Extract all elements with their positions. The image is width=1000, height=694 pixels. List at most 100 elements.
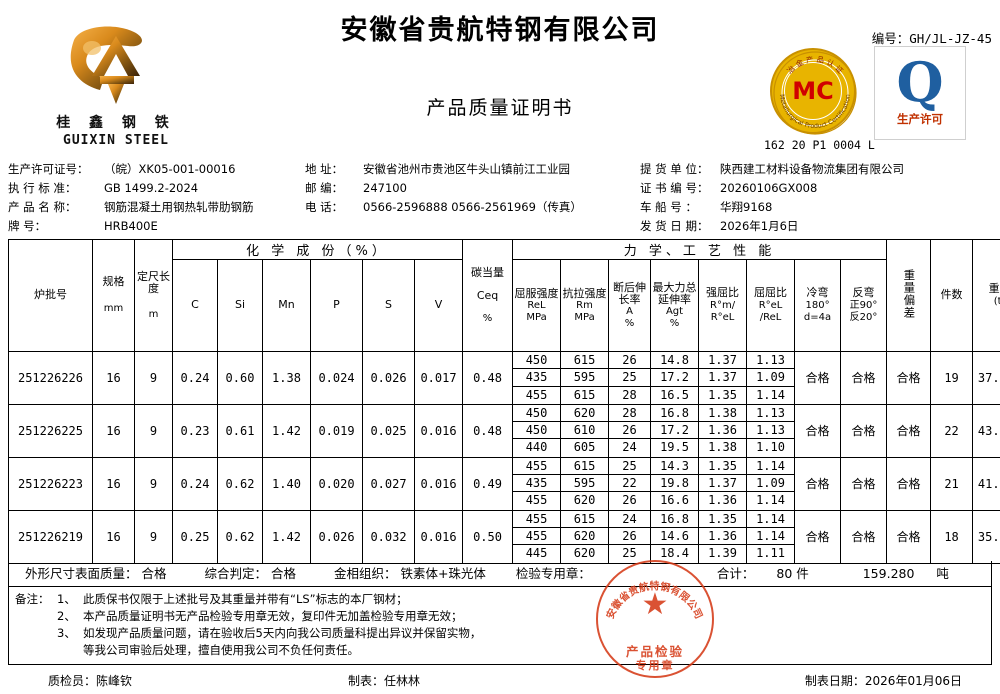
th-rebend-l1: 正90° <box>849 300 878 312</box>
mech-sample-value: 595 <box>561 475 609 493</box>
info-row-address: 地 址： 安徽省池州市贵池区牛头山镇前江工业园 <box>305 160 635 179</box>
table-group-header-row: 炉批号 规格 mm 定尺长度 m 化 学 成 份（%） 碳当量 Ceq % 力 … <box>8 239 1000 352</box>
cell-weight-deviation: 合格 <box>886 456 932 511</box>
mech-sample-value: 1.38 <box>699 405 747 423</box>
cell-v: 0.016 <box>413 509 464 564</box>
cell-weight: 41.811 <box>972 456 1000 511</box>
table-row: 251226226 16 9 0.24 0.60 1.38 0.024 0.026 0.017 0… <box>8 351 1000 405</box>
quality-data-table: 炉批号 规格 mm 定尺长度 m 化 学 成 份（%） 碳当量 Ceq % 力 … <box>8 239 1000 564</box>
info-row-postcode: 邮 编： 247100 <box>305 179 635 198</box>
mech-sample-value: 26 <box>609 352 651 370</box>
cell-cold-bend: 合格 <box>794 403 842 458</box>
mech-sample-value: 17.2 <box>651 369 699 387</box>
cell-c: 0.23 <box>172 403 218 458</box>
label-postcode: 邮 编： <box>305 181 344 195</box>
info-column-left: 生产许可证号： （皖）XK05-001-00016 执 行 标 准： GB 1499… <box>8 160 308 236</box>
cell-mn: 1.42 <box>262 403 311 458</box>
th-rel-sym: ReL <box>527 299 546 311</box>
th-rebend-cn: 反弯 <box>852 286 875 300</box>
th-ratio-rm-l1: R°m/ <box>710 300 736 312</box>
th-bend-l1: 180° <box>805 300 830 312</box>
info-column-middle: 地 址： 安徽省池州市贵池区牛头山镇前江工业园 邮 编： 247100 电 话： 05… <box>305 160 635 217</box>
notes-label: 备注： <box>15 592 50 606</box>
mech-sample-value: 16.5 <box>660 387 689 402</box>
value-vehicle: 华翔9168 <box>720 200 773 214</box>
mech-sample-value: 1.37 <box>699 352 747 370</box>
th-elong-sym: A <box>626 305 633 317</box>
date-field: 制表日期：2026年01月06日 <box>805 668 962 694</box>
cell-p: 0.026 <box>310 509 363 564</box>
th-agt-sym: Agt <box>665 305 684 317</box>
cell-rebend: 合格 <box>840 403 888 458</box>
mech-sample-value: 28 <box>622 387 637 402</box>
th-c: C <box>172 259 218 352</box>
mech-sample-value: 1.14 <box>747 528 795 546</box>
mech-sample-value: 16.8 <box>651 511 699 528</box>
mech-sample-value: 25 <box>609 369 651 387</box>
mech-sample-value: 18.4 <box>660 546 689 561</box>
notes-row-2: 2、 本产品质量证明书无产品检验专用章无效，复印件无加盖检验专用章无效； <box>15 608 985 625</box>
th-spec-unit: mm <box>103 303 124 315</box>
mech-sample-value: 1.36 <box>699 422 747 440</box>
guixin-steel-logo-icon <box>56 18 176 110</box>
cell-mech-elong: 24 26 25 <box>608 509 652 564</box>
mech-sample-value: 1.09 <box>747 369 795 387</box>
mech-sample-value: 1.14 <box>747 458 795 476</box>
th-si: Si <box>217 259 263 352</box>
mech-sample-value: 24 <box>609 511 651 528</box>
notes-continuation: 等我公司审验后处理，擅自使用我公司不负任何责任。 <box>83 643 359 657</box>
mech-sample-value: 26 <box>609 528 651 546</box>
mech-sample-value: 16.8 <box>651 405 699 423</box>
mech-sample-value: 435 <box>513 475 561 493</box>
mech-sample-value: 25 <box>609 458 651 476</box>
cell-heat-no: 251226223 <box>8 456 93 511</box>
mech-sample-value: 445 <box>525 546 548 561</box>
cell-v: 0.016 <box>413 456 464 511</box>
date-label: 制表日期： <box>804 674 865 688</box>
th-bend-cn: 冷弯 <box>806 286 829 300</box>
mech-sample-value: 615 <box>573 387 596 402</box>
info-column-right: 提 货 单 位： 陕西建工材料设备物流集团有限公司 证 书 编 号： 2026010… <box>640 160 1000 236</box>
preparer-name: 任林林 <box>384 674 421 688</box>
mech-sample-value: 450 <box>513 352 561 370</box>
summary-overall-label: 综合判定： <box>204 566 267 581</box>
logo-text-cn: 桂 鑫 钢 铁 <box>56 115 176 131</box>
label-consignee: 提 货 单 位： <box>640 162 709 176</box>
th-ceq-unit: % <box>482 312 493 324</box>
value-consignee: 陕西建工材料设备物流集团有限公司 <box>720 162 904 176</box>
form-number: 编号：GH/JL-JZ-45 <box>871 31 992 46</box>
inspector-label: 质检员： <box>48 674 97 688</box>
th-rebend-l2: 反20° <box>849 311 878 323</box>
cell-mech-ratio_rel: 1.13 1.13 1.10 <box>746 403 796 458</box>
cell-mech-ratio_rm: 1.38 1.36 1.38 <box>698 403 748 458</box>
cell-spec: 16 <box>92 456 135 511</box>
mech-sample-value: 595 <box>561 369 609 387</box>
mech-sample-value: 28 <box>609 405 651 423</box>
th-ceq: 碳当量 Ceq % <box>462 239 514 352</box>
cell-si: 0.61 <box>217 403 263 458</box>
mech-sample-value: 620 <box>561 528 609 546</box>
label-phone: 电 话： <box>305 200 344 214</box>
mech-sample-value: 440 <box>525 440 548 455</box>
summary-seal-label: 检验专用章： <box>515 566 591 581</box>
cell-mech-agt: 16.8 17.2 19.5 <box>650 403 700 458</box>
th-length: 定尺长度 m <box>134 239 173 352</box>
mech-sample-value: 1.35 <box>699 511 747 528</box>
label-vehicle: 车 船 号 ： <box>640 200 697 214</box>
info-row-certno: 证 书 编 号： 20260106GX008 <box>640 179 1000 198</box>
inspector-field: 质检员：陈峰钦 <box>48 668 132 694</box>
summary-dim-value: 合格 <box>141 566 167 581</box>
mech-sample-value: 25 <box>622 546 637 561</box>
th-agt-cn: 最大力总延伸率 <box>652 280 697 306</box>
info-row-standard: 执 行 标 准： GB 1499.2-2024 <box>8 179 308 198</box>
summary-total-label: 合计： <box>716 566 755 581</box>
label-license: 生产许可证号： <box>8 162 89 176</box>
cell-mech-rm: 615 595 615 <box>560 351 610 405</box>
th-ratio-rm-cn: 强屈比 <box>706 286 740 300</box>
mech-sample-value: 455 <box>525 493 548 508</box>
cell-v: 0.016 <box>413 403 464 458</box>
sq-label: 生产许可 <box>897 112 943 126</box>
th-group-mechanical: 力 学、工 艺 性 能 <box>512 239 888 260</box>
mech-sample-value: 455 <box>513 458 561 476</box>
label-product: 产 品 名 称： <box>8 200 77 214</box>
